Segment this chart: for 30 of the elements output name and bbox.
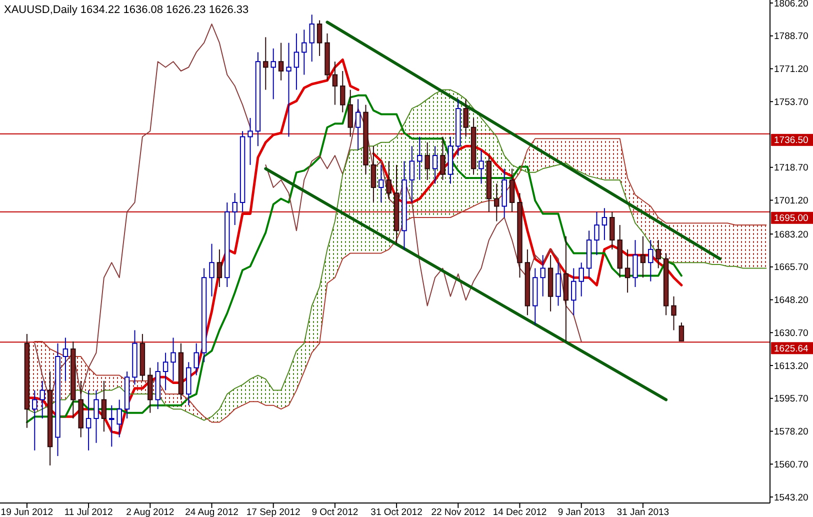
- x-tick-label: 14 Dec 2012: [492, 507, 547, 517]
- y-tick-label: 1560.70: [774, 459, 808, 470]
- x-tick-label: 17 Sep 2012: [246, 507, 300, 517]
- chart-title: XAUUSD,Daily 1634.22 1636.08 1626.23 1626.33: [4, 4, 249, 16]
- y-tick-label: 1753.70: [774, 96, 808, 108]
- y-tick-label: 1718.70: [774, 162, 808, 174]
- y-tick-label: 1788.70: [774, 31, 808, 42]
- ref-line-label: 1625.64: [774, 343, 808, 354]
- x-tick-label: 9 Jan 2013: [558, 507, 605, 517]
- x-tick-label: 11 Jul 2012: [64, 507, 113, 517]
- y-tick-label: 1701.20: [774, 196, 808, 207]
- x-tick-label: 2 Aug 2012: [126, 507, 174, 517]
- x-tick-label: 31 Jan 2013: [616, 507, 670, 517]
- y-tick-label: 1806.20: [774, 0, 808, 10]
- y-tick-label: 1543.20: [774, 492, 808, 504]
- x-tick-label: 9 Oct 2012: [312, 507, 358, 517]
- x-tick-label: 22 Nov 2012: [431, 507, 486, 517]
- ref-line-label: 1695.00: [774, 213, 808, 224]
- y-tick-label: 1595.70: [774, 394, 808, 405]
- x-tick-label: 24 Aug 2012: [185, 507, 238, 517]
- y-tick-label: 1648.20: [774, 295, 808, 306]
- x-tick-label: 19 Jun 2012: [0, 507, 54, 517]
- y-tick-label: 1630.70: [774, 328, 808, 339]
- y-tick-label: 1613.20: [774, 360, 808, 372]
- ref-line-label: 1736.50: [774, 135, 808, 146]
- y-tick-label: 1683.20: [774, 229, 808, 240]
- y-tick-label: 1665.70: [774, 262, 808, 274]
- x-tick-label: 31 Oct 2012: [370, 507, 422, 517]
- y-tick-label: 1578.20: [774, 426, 808, 438]
- y-tick-label: 1771.20: [774, 64, 808, 76]
